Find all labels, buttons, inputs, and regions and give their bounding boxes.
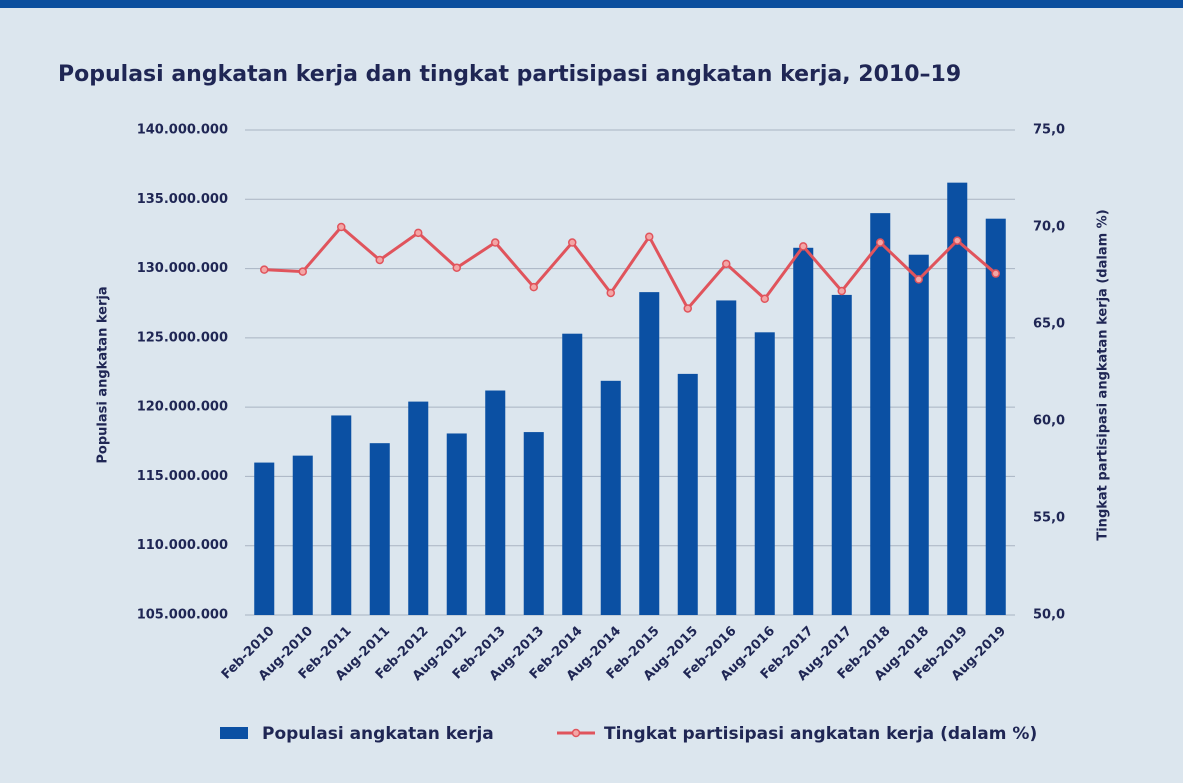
bar	[254, 462, 275, 615]
line-marker	[452, 263, 461, 272]
line-marker	[837, 286, 846, 296]
line-marker	[414, 228, 423, 238]
legend-swatch	[220, 727, 248, 739]
y2-tick-label: 70,0	[1033, 220, 1065, 235]
line-marker	[606, 288, 615, 298]
bar	[639, 292, 660, 615]
y-tick-label: 125.000.000	[137, 330, 228, 345]
bar	[831, 294, 852, 615]
bar	[908, 254, 929, 615]
line-marker	[260, 265, 269, 274]
legend-label: Populasi angkatan kerja	[262, 724, 494, 744]
bar	[485, 390, 506, 615]
y2-tick-label: 55,0	[1033, 511, 1065, 526]
line-marker	[760, 294, 769, 304]
line-marker	[876, 238, 885, 247]
line-marker	[529, 282, 538, 292]
line-marker	[645, 232, 654, 241]
line-marker	[683, 304, 692, 313]
line-marker	[991, 269, 1000, 278]
line	[264, 224, 997, 312]
y2-tick-label: 60,0	[1033, 414, 1065, 429]
bar	[677, 373, 698, 615]
legend-swatch	[571, 728, 581, 738]
chart-title: Populasi angkatan kerja dan tingkat part…	[58, 62, 961, 87]
y-axis-title: Populasi angkatan kerja	[96, 286, 111, 463]
bar	[446, 433, 467, 615]
bar	[562, 333, 583, 615]
bar	[716, 300, 737, 615]
legend-label: Tingkat partisipasi angkatan kerja (dala…	[604, 724, 1037, 744]
line-marker	[953, 236, 962, 245]
y2-tick-label: 50,0	[1033, 608, 1065, 623]
line-marker	[337, 222, 346, 232]
top-band	[0, 0, 1183, 8]
bar	[523, 432, 544, 615]
y2-tick-label: 65,0	[1033, 317, 1065, 332]
bar	[947, 182, 968, 615]
y-tick-label: 120.000.000	[137, 400, 228, 415]
line-marker	[568, 238, 577, 247]
y2-axis-title: Tingkat partisipasi angkatan kerja (dala…	[1096, 209, 1111, 540]
bar	[793, 247, 814, 616]
bar	[292, 455, 313, 615]
y-tick-label: 110.000.000	[137, 538, 228, 553]
y-tick-label: 105.000.000	[137, 608, 228, 623]
line-marker	[914, 275, 923, 284]
y-tick-label: 140.000.000	[137, 123, 228, 138]
bar	[870, 213, 891, 615]
bar	[331, 415, 352, 615]
y-tick-label: 130.000.000	[137, 261, 228, 276]
line-marker	[298, 267, 307, 276]
bar	[754, 332, 775, 615]
bar	[985, 218, 1006, 615]
line-marker	[491, 238, 500, 247]
line-marker	[722, 259, 731, 269]
y2-tick-label: 75,0	[1033, 123, 1065, 138]
line-marker	[799, 242, 808, 251]
y-tick-label: 115.000.000	[137, 469, 228, 484]
bar	[369, 443, 390, 615]
y-tick-label: 135.000.000	[137, 192, 228, 207]
bar	[408, 401, 429, 615]
line-marker	[375, 255, 384, 265]
bar	[600, 380, 621, 615]
